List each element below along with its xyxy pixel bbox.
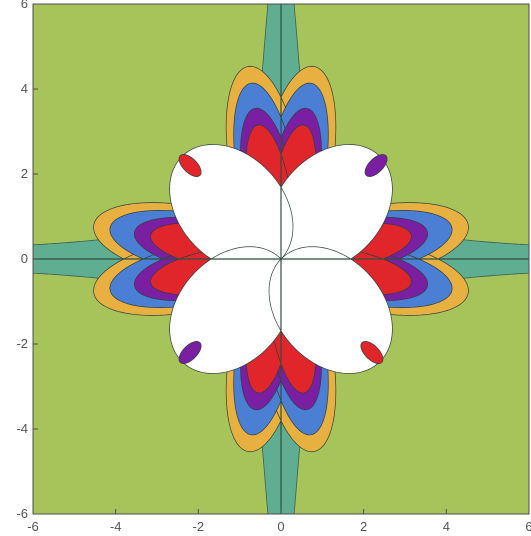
y-tick-label: -2 bbox=[16, 336, 28, 351]
contour-island bbox=[178, 154, 202, 177]
y-tick-label: 0 bbox=[21, 251, 28, 266]
x-tick-label: -6 bbox=[27, 519, 39, 534]
y-tick-label: -6 bbox=[16, 506, 28, 521]
y-tick-label: 6 bbox=[21, 0, 28, 11]
contour-island bbox=[360, 341, 384, 364]
y-tick-label: 4 bbox=[21, 81, 28, 96]
y-tick-label: 2 bbox=[21, 166, 28, 181]
x-tick-label: 2 bbox=[360, 519, 367, 534]
y-tick-label: -4 bbox=[16, 421, 28, 436]
x-tick-label: 0 bbox=[277, 519, 284, 534]
contour-island bbox=[364, 154, 388, 177]
contour-island bbox=[178, 341, 202, 364]
x-tick-label: -4 bbox=[110, 519, 122, 534]
x-tick-label: 6 bbox=[525, 519, 531, 534]
x-tick-label: -2 bbox=[193, 519, 205, 534]
plot-area bbox=[33, 4, 529, 514]
x-tick-label: 4 bbox=[443, 519, 450, 534]
axes: -6 -4 -2 0 2 4 6 -6 -4 -2 0 2 4 6 bbox=[16, 0, 531, 534]
